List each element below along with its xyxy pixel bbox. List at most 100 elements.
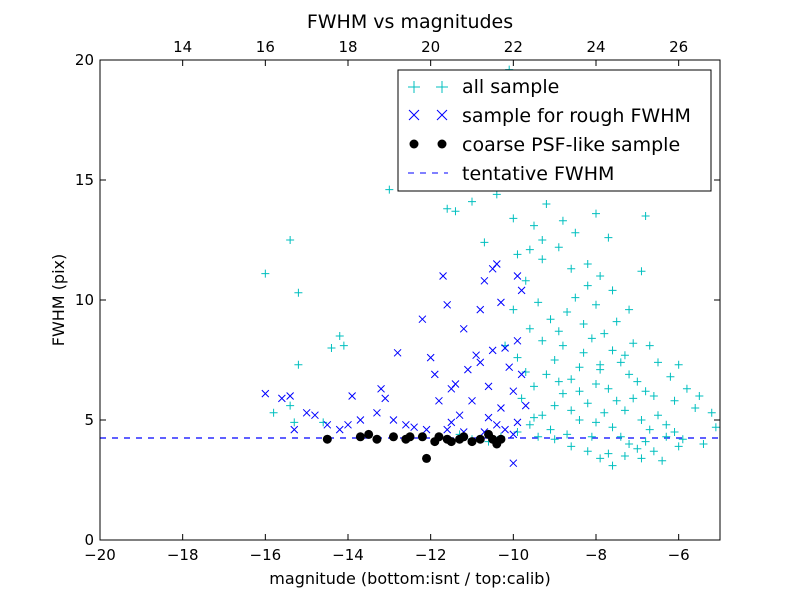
- data-point-plus: [554, 377, 563, 386]
- data-point-plus: [492, 190, 501, 199]
- x-tick-label: −14: [332, 546, 364, 564]
- x-tick-label: −6: [668, 546, 690, 564]
- data-point-plus: [604, 233, 613, 242]
- data-point-plus: [558, 216, 567, 225]
- data-point-plus: [550, 356, 559, 364]
- legend-item-sample-for-rough-fwhm: sample for rough FWHM: [408, 105, 691, 127]
- data-point-x: [451, 380, 460, 388]
- data-point-plus: [530, 382, 538, 391]
- data-point-plus: [654, 358, 662, 367]
- data-point-x: [439, 272, 447, 280]
- data-point-plus: [625, 370, 634, 379]
- data-point-plus: [286, 401, 295, 410]
- data-point-plus: [269, 408, 278, 417]
- data-point-plus: [554, 243, 563, 252]
- series-sample-for-rough-fwhm: [261, 260, 530, 468]
- data-point-x: [393, 348, 402, 357]
- legend-item-coarse-psf-like-sample: coarse PSF-like sample: [409, 134, 680, 156]
- top-x-tick-label: 24: [586, 38, 605, 56]
- data-point-x: [290, 425, 299, 434]
- data-point-plus: [286, 236, 295, 244]
- data-point-plus: [575, 416, 584, 424]
- data-point-plus: [666, 372, 675, 381]
- data-point-plus: [339, 341, 348, 350]
- data-point-x: [521, 401, 530, 410]
- data-point-x: [476, 305, 485, 314]
- data-point-plus: [620, 351, 629, 360]
- data-point-plus: [596, 272, 605, 280]
- data-point-x: [344, 420, 352, 429]
- data-point-plus: [583, 281, 592, 290]
- data-point-plus: [513, 250, 522, 259]
- data-point-plus: [517, 394, 526, 403]
- data-point-x: [484, 413, 493, 422]
- data-point-x: [311, 411, 319, 420]
- axes: −20 −18 −16 −14 −12 −10 −8 −6 0 5 10 15 20 14 16 18 20 22…: [75, 38, 721, 564]
- data-point-x: [517, 286, 526, 295]
- data-point-plus: [711, 423, 720, 432]
- data-point-plus: [327, 344, 336, 352]
- data-point-dot: [434, 432, 444, 442]
- data-point-plus: [583, 447, 592, 456]
- data-point-x: [513, 272, 522, 280]
- data-point-plus: [625, 305, 634, 314]
- data-point-x: [455, 411, 464, 420]
- data-point-x: [422, 425, 431, 434]
- data-point-plus: [538, 336, 547, 345]
- data-point-plus: [546, 425, 555, 434]
- data-point-plus: [583, 399, 592, 408]
- data-point-x: [261, 389, 270, 398]
- data-point-plus: [575, 387, 584, 396]
- data-point-plus: [538, 255, 547, 264]
- data-point-x: [497, 298, 505, 307]
- data-point-x: [509, 430, 518, 439]
- data-point-plus: [633, 444, 642, 453]
- data-point-x: [402, 420, 410, 429]
- data-point-plus: [587, 334, 596, 343]
- data-point-plus: [662, 420, 671, 429]
- data-point-dot: [422, 453, 432, 463]
- x-tick-label: −16: [250, 546, 282, 564]
- data-point-plus: [571, 293, 580, 302]
- data-point-plus: [385, 185, 394, 194]
- data-point-plus: [616, 432, 625, 441]
- data-point-plus: [513, 428, 522, 436]
- data-point-plus: [645, 341, 654, 350]
- data-point-plus: [620, 452, 629, 460]
- data-point-plus: [592, 380, 600, 388]
- y-tick-label: 0: [84, 531, 94, 549]
- data-point-dot: [405, 432, 415, 442]
- data-point-plus: [290, 418, 299, 427]
- data-point-x: [418, 315, 427, 324]
- legend: all sample sample for rough FWHM coarse …: [397, 69, 712, 192]
- data-point-dot: [496, 434, 506, 444]
- plus-marker-icon: [408, 81, 448, 93]
- data-point-plus: [629, 394, 638, 403]
- data-point-plus: [641, 387, 650, 396]
- data-point-plus: [509, 214, 518, 223]
- data-point-x: [377, 384, 385, 393]
- data-point-dot: [475, 434, 485, 444]
- data-point-plus: [294, 360, 303, 369]
- chart-title: FWHM vs magnitudes: [307, 11, 513, 33]
- data-point-x: [480, 276, 489, 285]
- data-point-plus: [612, 317, 621, 326]
- data-point-plus: [550, 435, 559, 444]
- data-point-x: [426, 353, 435, 362]
- x-tick-label: −12: [415, 546, 447, 564]
- y-tick-label: 5: [84, 411, 94, 429]
- data-point-plus: [616, 358, 625, 367]
- data-point-plus: [521, 276, 530, 285]
- data-point-x: [302, 408, 311, 417]
- data-point-x: [348, 392, 356, 400]
- data-point-x: [435, 396, 443, 405]
- data-point-plus: [662, 432, 671, 441]
- data-point-plus: [658, 456, 667, 465]
- data-point-plus: [674, 442, 683, 451]
- data-point-plus: [608, 423, 617, 432]
- data-point-plus: [649, 447, 658, 456]
- data-point-x: [484, 382, 493, 391]
- data-point-x: [356, 416, 365, 424]
- data-point-plus: [554, 327, 563, 336]
